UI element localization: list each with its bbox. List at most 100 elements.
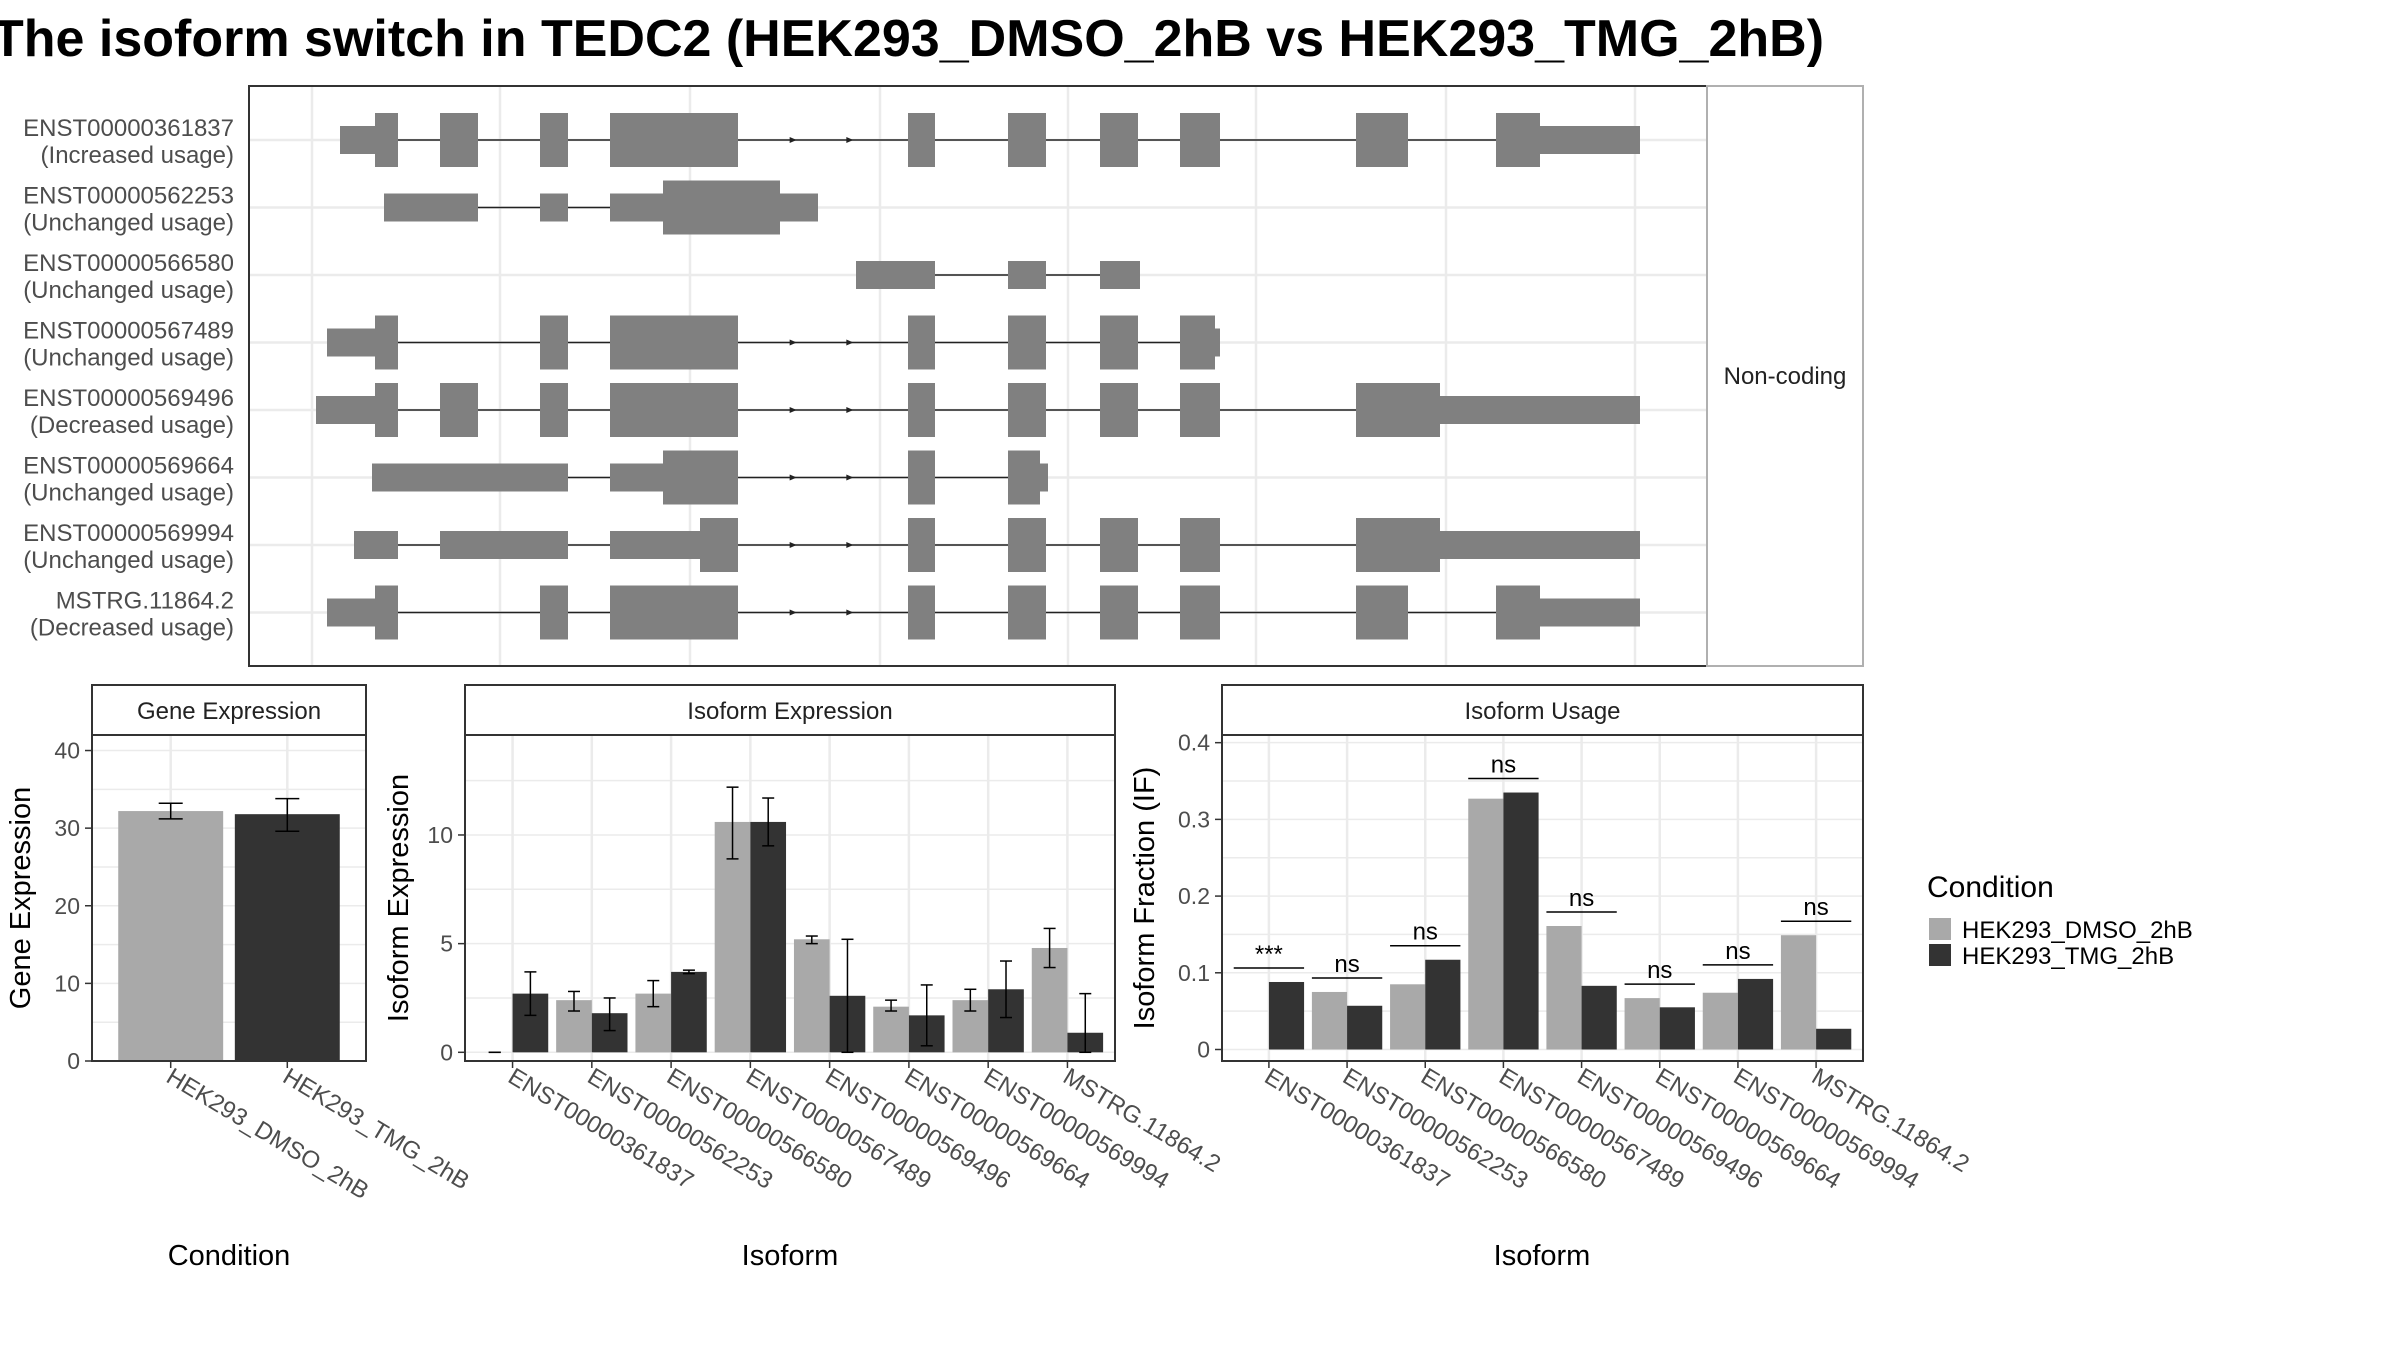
exon (540, 315, 568, 370)
structure-panel-background (249, 86, 1707, 666)
exon (375, 585, 398, 640)
strand-arrow (846, 542, 854, 548)
significance-label: ns (1413, 919, 1438, 946)
bar (234, 814, 340, 1061)
exon (1008, 585, 1046, 640)
exon (327, 598, 375, 627)
exon (780, 193, 818, 222)
isoform-usage-label: (Decreased usage) (30, 615, 234, 642)
exon (540, 585, 568, 640)
exon (908, 450, 935, 505)
bar (1737, 978, 1774, 1050)
y-tick-label: 0.1 (1178, 960, 1210, 986)
significance-label: ns (1803, 894, 1828, 921)
exon (1180, 585, 1220, 640)
exon (1180, 518, 1220, 572)
chart-1: 0510ENST00000361837ENST00000562253ENST00… (383, 684, 1225, 1272)
y-tick-label: 5 (440, 931, 453, 957)
exon (1215, 328, 1220, 357)
legend-label: HEK293_TMG_2hB (1962, 943, 2174, 970)
isoform-usage-label: (Unchanged usage) (23, 345, 234, 372)
exon (1440, 531, 1640, 559)
bar (793, 939, 830, 1053)
exon (440, 531, 568, 559)
significance-label: ns (1647, 957, 1672, 984)
significance-label: *** (1255, 941, 1283, 968)
significance-label: ns (1334, 951, 1359, 978)
exon (1040, 463, 1048, 492)
exon (316, 396, 375, 424)
strand-arrow (789, 542, 797, 548)
exon (1008, 518, 1046, 572)
isoform-id-label: ENST00000569994 (23, 520, 234, 547)
exon (1100, 113, 1138, 167)
exon (908, 315, 935, 370)
strand-arrow (789, 339, 797, 346)
facet-title: Isoform Usage (1464, 698, 1620, 725)
isoform-id-label: ENST00000361837 (23, 115, 234, 142)
facet-strip (91, 684, 367, 736)
exon (384, 193, 478, 222)
y-tick-label: 0 (440, 1039, 453, 1065)
exon (1008, 113, 1046, 167)
exon (375, 113, 398, 167)
bar (671, 971, 707, 1053)
chart-2: *** nsnsnsnsnsnsns00.10.20.30.4ENST000003… (1129, 684, 1974, 1272)
exon (1356, 113, 1408, 167)
exon (610, 463, 663, 492)
exon (440, 113, 478, 167)
exon (908, 113, 935, 167)
exon (610, 531, 700, 559)
exon (1496, 585, 1540, 640)
y-tick-label: 10 (54, 970, 80, 996)
y-tick-label: 0 (1197, 1036, 1210, 1062)
y-axis-title: Isoform Expression (383, 774, 415, 1022)
exon (610, 383, 738, 437)
isoform-id-label: MSTRG.11864.2 (56, 588, 234, 615)
y-tick-label: 0.2 (1178, 883, 1210, 909)
exon (1100, 261, 1140, 289)
isoform-usage-label: (Unchanged usage) (23, 277, 234, 304)
exon (1100, 315, 1138, 370)
x-axis-title: Isoform (742, 1240, 839, 1272)
exon (908, 383, 935, 437)
exon (1540, 126, 1640, 154)
bar (1546, 925, 1582, 1050)
bar (1816, 1028, 1852, 1050)
bar (1624, 998, 1660, 1050)
facet-strip (464, 684, 1116, 736)
exon (327, 328, 375, 357)
significance-label: ns (1569, 885, 1594, 912)
exon (1356, 383, 1440, 437)
bar (1311, 991, 1348, 1050)
bar (1425, 959, 1461, 1050)
bar (1347, 1005, 1383, 1050)
exon (856, 261, 935, 289)
strand-arrow (846, 474, 854, 481)
exon (1100, 518, 1138, 572)
y-tick-label: 0.3 (1178, 806, 1210, 832)
legend-title: Condition (1927, 871, 2054, 904)
exon (354, 531, 398, 559)
strand-arrow (789, 609, 797, 616)
strand-arrow (846, 407, 854, 413)
strand-arrow (789, 407, 797, 413)
bar (1702, 992, 1738, 1050)
bar (1390, 984, 1426, 1050)
exon (1356, 585, 1408, 640)
exon (1180, 113, 1220, 167)
strand-arrow (846, 339, 854, 346)
exon (540, 383, 568, 437)
exon (1008, 315, 1046, 370)
exon (663, 180, 780, 235)
exon (1540, 598, 1640, 627)
facet-title: Isoform Expression (687, 698, 892, 725)
significance-label: ns (1725, 938, 1750, 965)
bar (1503, 792, 1539, 1050)
exon (1180, 383, 1220, 437)
bar (873, 1006, 909, 1053)
legend-swatch (1929, 944, 1951, 966)
strip-box (1706, 85, 1864, 667)
